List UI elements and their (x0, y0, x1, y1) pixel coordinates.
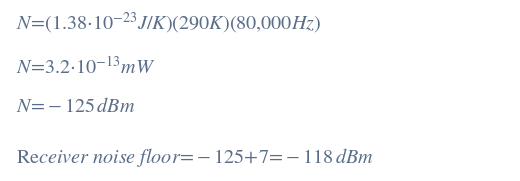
Text: $\mathrm{Re}ceiver\ noise\ floor\!=\!-125\!+\!7\!=\!-118\,dBm$: $\mathrm{Re}ceiver\ noise\ floor\!=\!-12… (16, 146, 373, 169)
Text: $N\!=\!3.2{\cdot}10^{-13}mW$: $N\!=\!3.2{\cdot}10^{-13}mW$ (16, 56, 155, 78)
Text: $N\!=\!-125\,dBm$: $N\!=\!-125\,dBm$ (16, 97, 135, 116)
Text: $N\!=\!(1.38{\cdot}10^{-23}J/K)(290K)(80{,}000Hz)$: $N\!=\!(1.38{\cdot}10^{-23}J/K)(290K)(80… (16, 11, 321, 36)
